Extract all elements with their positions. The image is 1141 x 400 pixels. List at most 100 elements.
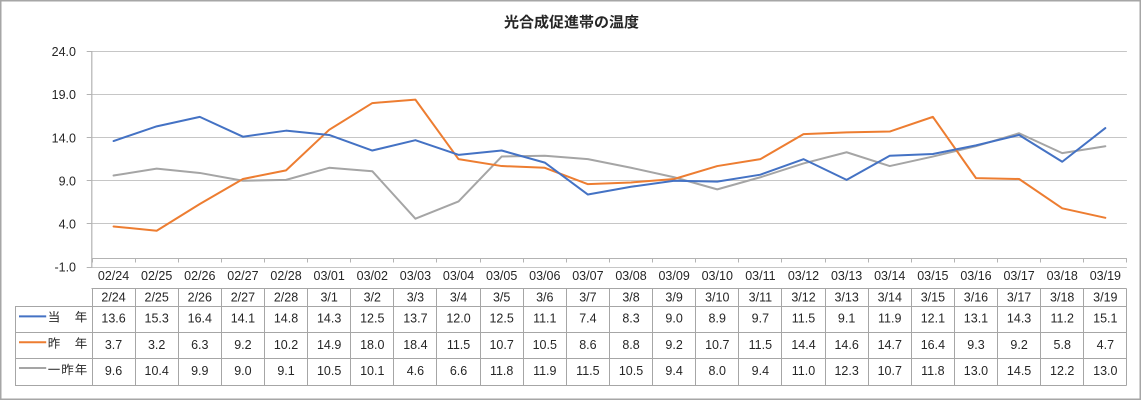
svg-text:14.0: 14.0: [52, 131, 76, 145]
svg-text:03/19: 03/19: [1090, 269, 1121, 283]
svg-text:9.0: 9.0: [665, 312, 682, 326]
svg-text:12.0: 12.0: [446, 312, 470, 326]
svg-text:13.0: 13.0: [964, 364, 988, 378]
svg-text:9.1: 9.1: [277, 364, 294, 378]
svg-text:9.2: 9.2: [665, 338, 682, 352]
svg-text:11.9: 11.9: [878, 312, 901, 326]
svg-text:12.1: 12.1: [921, 312, 945, 326]
svg-text:3/15: 3/15: [921, 291, 945, 305]
svg-text:8.8: 8.8: [622, 338, 639, 352]
svg-text:9.2: 9.2: [1010, 338, 1027, 352]
svg-text:11.9: 11.9: [533, 364, 556, 378]
svg-text:3/18: 3/18: [1050, 291, 1074, 305]
svg-text:15.3: 15.3: [145, 312, 169, 326]
svg-text:9.7: 9.7: [752, 312, 769, 326]
svg-text:12.2: 12.2: [1050, 364, 1074, 378]
svg-text:11.5: 11.5: [749, 338, 772, 352]
svg-text:14.6: 14.6: [834, 338, 858, 352]
svg-text:11.5: 11.5: [447, 338, 470, 352]
svg-text:4.7: 4.7: [1097, 338, 1114, 352]
svg-text:3/7: 3/7: [579, 291, 596, 305]
svg-text:03/05: 03/05: [486, 269, 517, 283]
svg-text:7.4: 7.4: [579, 312, 596, 326]
svg-text:10.4: 10.4: [145, 364, 169, 378]
svg-text:11.8: 11.8: [490, 364, 513, 378]
svg-text:9.4: 9.4: [665, 364, 682, 378]
svg-text:3/19: 3/19: [1093, 291, 1117, 305]
svg-text:11.8: 11.8: [921, 364, 944, 378]
svg-text:13.6: 13.6: [101, 312, 125, 326]
svg-text:9.0: 9.0: [234, 364, 251, 378]
svg-text:9.3: 9.3: [967, 338, 984, 352]
svg-text:03/14: 03/14: [874, 269, 905, 283]
svg-text:02/28: 02/28: [270, 269, 301, 283]
svg-text:8.0: 8.0: [709, 364, 726, 378]
svg-text:16.4: 16.4: [921, 338, 945, 352]
svg-text:3/2: 3/2: [364, 291, 381, 305]
svg-text:2/26: 2/26: [188, 291, 212, 305]
svg-text:10.7: 10.7: [705, 338, 729, 352]
svg-text:6.6: 6.6: [450, 364, 467, 378]
svg-text:9.4: 9.4: [752, 364, 769, 378]
svg-text:10.7: 10.7: [489, 338, 513, 352]
svg-text:3/4: 3/4: [450, 291, 467, 305]
svg-text:3/11: 3/11: [749, 291, 772, 305]
svg-text:14.5: 14.5: [1007, 364, 1031, 378]
svg-text:24.0: 24.0: [52, 45, 76, 59]
svg-text:10.5: 10.5: [317, 364, 341, 378]
svg-text:3.2: 3.2: [148, 338, 165, 352]
svg-text:12.5: 12.5: [360, 312, 384, 326]
svg-text:02/27: 02/27: [227, 269, 258, 283]
svg-text:18.0: 18.0: [360, 338, 384, 352]
svg-text:3/9: 3/9: [665, 291, 682, 305]
svg-text:5.8: 5.8: [1054, 338, 1071, 352]
svg-text:03/07: 03/07: [572, 269, 603, 283]
svg-text:19.0: 19.0: [52, 88, 76, 102]
svg-text:2/24: 2/24: [101, 291, 125, 305]
svg-text:14.4: 14.4: [791, 338, 815, 352]
svg-text:2/28: 2/28: [274, 291, 298, 305]
svg-text:8.6: 8.6: [579, 338, 596, 352]
svg-text:18.4: 18.4: [403, 338, 427, 352]
svg-text:2/25: 2/25: [145, 291, 169, 305]
svg-text:11.1: 11.1: [533, 312, 556, 326]
svg-text:8.3: 8.3: [622, 312, 639, 326]
svg-text:03/13: 03/13: [831, 269, 862, 283]
svg-text:03/03: 03/03: [400, 269, 431, 283]
svg-text:14.9: 14.9: [317, 338, 341, 352]
svg-text:11.5: 11.5: [792, 312, 815, 326]
svg-text:13.1: 13.1: [964, 312, 988, 326]
svg-text:03/12: 03/12: [788, 269, 819, 283]
svg-text:3/6: 3/6: [536, 291, 553, 305]
svg-text:10.7: 10.7: [878, 364, 902, 378]
svg-text:3/10: 3/10: [705, 291, 729, 305]
svg-text:3/8: 3/8: [622, 291, 639, 305]
svg-text:12.5: 12.5: [489, 312, 513, 326]
svg-text:03/02: 03/02: [357, 269, 388, 283]
svg-text:11.2: 11.2: [1051, 312, 1074, 326]
svg-text:9.9: 9.9: [191, 364, 208, 378]
svg-text:10.2: 10.2: [274, 338, 298, 352]
svg-text:8.9: 8.9: [709, 312, 726, 326]
svg-text:11.0: 11.0: [792, 364, 815, 378]
svg-text:9.0: 9.0: [59, 174, 76, 188]
svg-text:03/06: 03/06: [529, 269, 560, 283]
svg-text:11.5: 11.5: [576, 364, 599, 378]
svg-text:3/13: 3/13: [834, 291, 858, 305]
svg-text:10.1: 10.1: [360, 364, 384, 378]
svg-text:9.1: 9.1: [838, 312, 855, 326]
svg-text:3/12: 3/12: [791, 291, 815, 305]
svg-text:03/17: 03/17: [1003, 269, 1034, 283]
svg-text:13.7: 13.7: [403, 312, 427, 326]
svg-text:14.1: 14.1: [231, 312, 255, 326]
svg-text:14.3: 14.3: [1007, 312, 1031, 326]
svg-text:03/16: 03/16: [960, 269, 991, 283]
svg-text:03/11: 03/11: [745, 269, 775, 283]
svg-text:16.4: 16.4: [188, 312, 212, 326]
svg-text:2/27: 2/27: [231, 291, 255, 305]
svg-text:4.0: 4.0: [59, 218, 76, 232]
svg-text:10.5: 10.5: [533, 338, 557, 352]
svg-text:3/17: 3/17: [1007, 291, 1031, 305]
svg-text:13.0: 13.0: [1093, 364, 1117, 378]
svg-text:14.8: 14.8: [274, 312, 298, 326]
